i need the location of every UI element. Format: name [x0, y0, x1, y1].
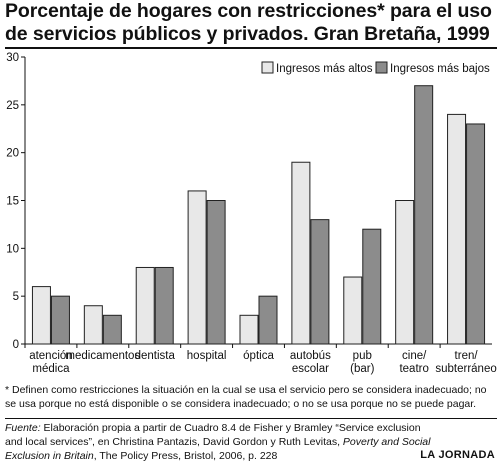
bar-lower-income — [258, 295, 278, 345]
bar-higher-income — [83, 305, 103, 345]
x-tick-label: subterráneo — [435, 363, 496, 375]
source-text-2: , The Policy Press, Bristol, 2006, p. 22… — [93, 450, 278, 462]
x-tick-label: escolar — [292, 363, 329, 375]
x-tick-label: dentista — [135, 350, 176, 362]
x-tick-label: cine/ — [402, 350, 427, 362]
x-tick-label: medicamentos — [65, 350, 140, 362]
y-tick-label: 15 — [6, 196, 19, 208]
source-book-title: Poverty and Social Exclusion in Britain — [5, 436, 431, 462]
bar-lower-income — [50, 295, 70, 345]
x-tick-label: pub — [353, 350, 372, 362]
bar-higher-income — [187, 190, 207, 345]
bar-lower-income — [206, 200, 226, 345]
source-divider — [5, 418, 497, 419]
source-text-1: Elaboración propia a partir de Cuadro 8.… — [5, 422, 421, 448]
bar-higher-income — [447, 113, 467, 345]
brand-logo: LA JORNADA — [420, 449, 495, 461]
bar-higher-income — [291, 161, 311, 345]
y-tick-label: 0 — [13, 339, 19, 351]
bar-higher-income — [135, 266, 155, 345]
bar-higher-income — [239, 314, 259, 345]
x-tick-label: teatro — [399, 363, 428, 375]
bar-lower-income — [414, 85, 434, 345]
x-tick-label: tren/ — [455, 350, 479, 362]
bar-lower-income — [154, 266, 174, 345]
legend-label: Ingresos más bajos — [390, 63, 490, 75]
y-tick-label: 30 — [6, 52, 19, 64]
bar-higher-income — [395, 200, 415, 345]
title-divider — [5, 47, 497, 49]
bar-higher-income — [343, 276, 363, 345]
footnote: * Definen como restricciones la situació… — [5, 384, 487, 410]
legend-label: Ingresos más altos — [276, 63, 373, 75]
y-tick-label: 5 — [13, 291, 19, 303]
bar-chart: 0 5 10 15 20 25 30 atenciónmédicamedicamentosd… — [6, 52, 497, 375]
x-tick-label: (bar) — [350, 363, 374, 375]
y-tick-label: 10 — [6, 243, 19, 255]
source-note: Fuente: Elaboración propia a partir de C… — [5, 421, 435, 463]
chart-title: Porcentaje de hogares con restricciones*… — [5, 0, 492, 45]
y-tick-label: 25 — [6, 100, 19, 112]
bar-lower-income — [466, 123, 486, 345]
bar-higher-income — [31, 286, 51, 345]
x-tick-label: médica — [32, 363, 70, 375]
x-tick-label: atención — [29, 350, 72, 362]
y-tick-label: 20 — [6, 148, 19, 160]
source-label: Fuente: — [5, 422, 41, 434]
x-tick-label: óptica — [243, 350, 274, 362]
legend-swatch — [375, 61, 388, 74]
bar-lower-income — [310, 219, 330, 345]
x-tick-label: autobús — [290, 350, 331, 362]
chart-bars — [31, 85, 486, 345]
chart-legend: Ingresos más altos Ingresos más bajos — [261, 61, 490, 75]
legend-swatch — [261, 61, 274, 74]
x-tick-label: hospital — [187, 350, 227, 362]
bar-lower-income — [362, 228, 382, 345]
bar-lower-income — [102, 314, 122, 345]
